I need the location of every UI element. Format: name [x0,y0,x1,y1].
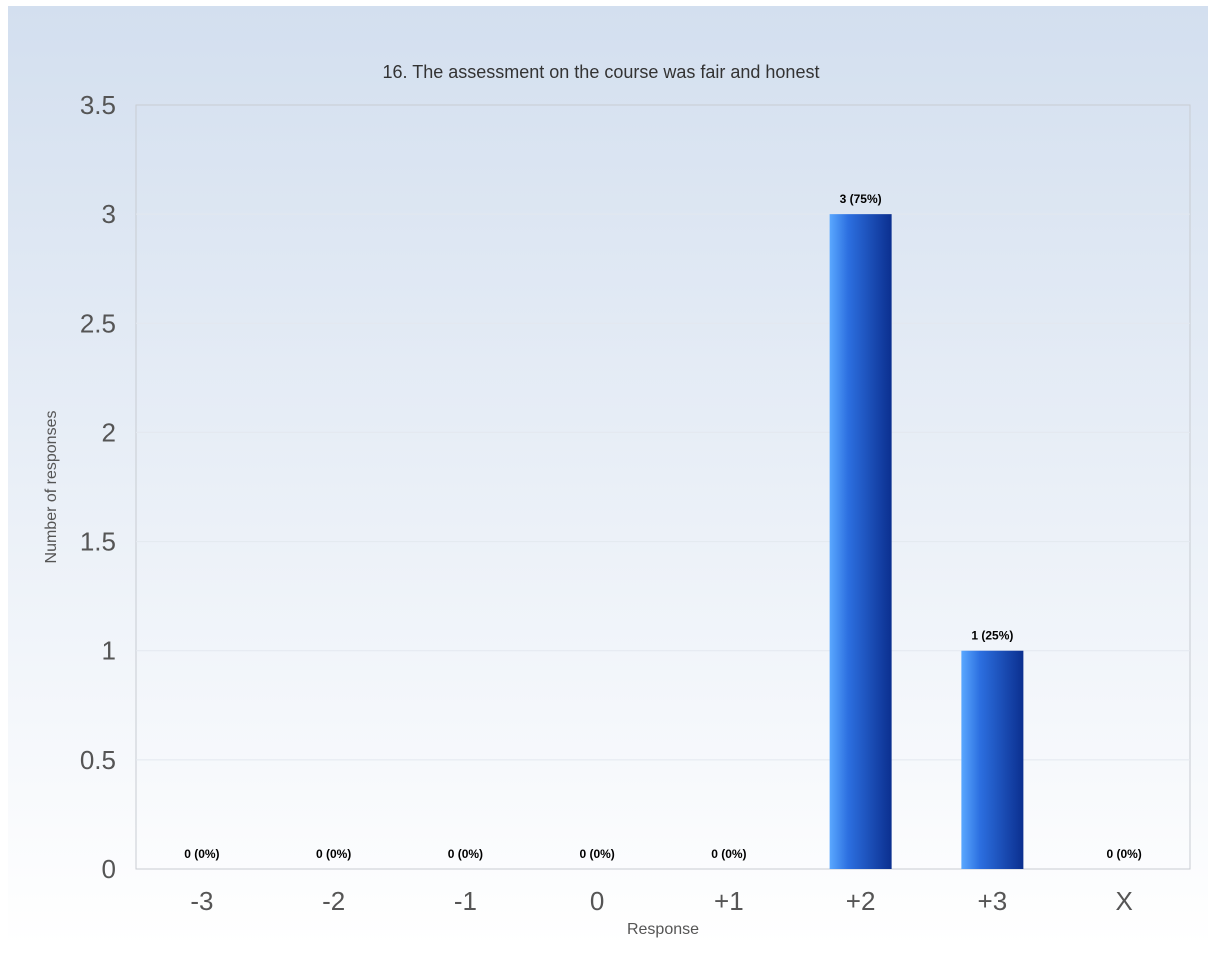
chart-title: 16. The assessment on the course was fai… [383,62,820,82]
y-tick-label: 2.5 [80,308,116,338]
data-label: 1 (25%) [971,629,1013,643]
data-label: 0 (0%) [711,847,746,861]
x-tick-label: -1 [454,886,477,916]
data-label: 0 (0%) [579,847,614,861]
x-axis-label: Response [627,921,699,938]
y-tick-label: 0 [102,854,116,884]
y-tick-label: 3 [102,199,116,229]
y-axis-ticks: 0 0.5 1 1.5 2 2.5 3 3.5 [80,90,116,884]
y-tick-label: 3.5 [80,90,116,120]
y-tick-label: 1 [102,636,116,666]
data-labels: 0 (0%) 0 (0%) 0 (0%) 0 (0%) 0 (0%) 3 (75%) 1 (… [184,192,1142,861]
data-label: 0 (0%) [448,847,483,861]
x-axis-ticks: -3 -2 -1 0 +1 +2 +3 X [190,886,1132,916]
x-tick-label: -2 [322,886,345,916]
x-tick-label: +2 [846,886,876,916]
bar [961,650,1024,869]
data-label: 0 (0%) [1106,847,1141,861]
y-tick-label: 2 [102,417,116,447]
y-tick-label: 0.5 [80,745,116,775]
gridlines [136,213,1190,761]
data-label: 0 (0%) [316,847,351,861]
bar [829,214,892,870]
data-label: 3 (75%) [840,192,882,206]
data-label: 0 (0%) [184,847,219,861]
x-tick-label: X [1115,886,1132,916]
x-tick-label: +3 [978,886,1008,916]
bars [829,214,1024,870]
y-axis-label: Number of responses [43,411,60,564]
x-tick-label: +1 [714,886,744,916]
y-tick-label: 1.5 [80,527,116,557]
x-tick-label: -3 [190,886,213,916]
x-tick-label: 0 [590,886,604,916]
plot-area [135,104,1191,870]
